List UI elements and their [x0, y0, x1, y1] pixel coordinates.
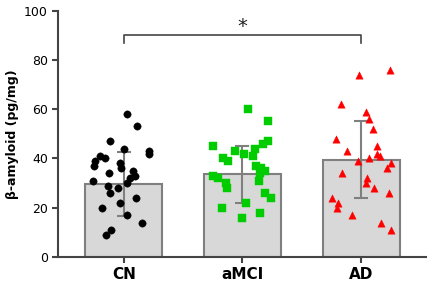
Point: [126, 176, 133, 181]
Point: [364, 176, 371, 181]
Bar: [85, 184, 162, 257]
Point: [388, 161, 394, 166]
Point: [255, 178, 262, 183]
Point: [108, 228, 115, 232]
Point: [332, 137, 339, 141]
Point: [146, 151, 152, 156]
Point: [259, 141, 266, 146]
Point: [251, 146, 258, 151]
Point: [264, 139, 271, 143]
Point: [371, 186, 378, 190]
Point: [349, 213, 356, 217]
Point: [238, 215, 245, 220]
Point: [123, 213, 130, 217]
Point: [106, 171, 113, 175]
Point: [92, 159, 98, 163]
Point: [388, 228, 395, 232]
Point: [121, 146, 128, 151]
Point: [106, 191, 113, 195]
Point: [124, 112, 130, 116]
Point: [96, 154, 103, 158]
Point: [329, 196, 336, 200]
Point: [209, 173, 216, 178]
Point: [240, 151, 247, 156]
Point: [218, 205, 225, 210]
Point: [334, 200, 341, 205]
Point: [90, 164, 97, 168]
Point: [118, 166, 124, 170]
Y-axis label: β-amyloid (pg/mg): β-amyloid (pg/mg): [6, 69, 19, 199]
Point: [130, 168, 137, 173]
Point: [209, 144, 216, 148]
Point: [102, 232, 109, 237]
Point: [338, 102, 345, 107]
Point: [385, 191, 392, 195]
Point: [376, 154, 383, 158]
Point: [115, 186, 122, 190]
Point: [214, 176, 221, 181]
Point: [262, 191, 269, 195]
Point: [256, 210, 263, 215]
Point: [338, 171, 345, 175]
Point: [222, 181, 229, 185]
Point: [102, 156, 108, 161]
Point: [146, 149, 152, 153]
Point: [124, 181, 131, 185]
Point: [105, 183, 112, 188]
Point: [219, 156, 226, 161]
Point: [132, 173, 139, 178]
Point: [261, 168, 268, 173]
Bar: [323, 160, 400, 257]
Point: [133, 196, 140, 200]
Point: [117, 161, 124, 166]
Point: [223, 186, 230, 190]
Point: [224, 159, 231, 163]
Point: [133, 124, 140, 129]
Point: [362, 181, 369, 185]
Point: [138, 220, 145, 225]
Point: [333, 205, 340, 210]
Point: [377, 220, 384, 225]
Point: [90, 178, 97, 183]
Point: [107, 139, 114, 143]
Point: [264, 119, 271, 124]
Point: [268, 196, 275, 200]
Point: [369, 126, 376, 131]
Point: [344, 149, 351, 153]
Point: [365, 117, 372, 121]
Point: [98, 205, 105, 210]
Point: [231, 149, 238, 153]
Point: [249, 154, 256, 158]
Point: [245, 107, 251, 111]
Point: [354, 159, 361, 163]
Text: *: *: [238, 17, 248, 36]
Point: [117, 200, 124, 205]
Point: [373, 144, 380, 148]
Point: [243, 200, 250, 205]
Bar: [204, 175, 281, 257]
Point: [366, 156, 373, 161]
Point: [383, 166, 390, 170]
Point: [257, 166, 264, 170]
Point: [374, 151, 381, 156]
Point: [356, 72, 362, 77]
Point: [253, 164, 260, 168]
Point: [386, 67, 393, 72]
Point: [363, 109, 370, 114]
Point: [257, 171, 264, 175]
